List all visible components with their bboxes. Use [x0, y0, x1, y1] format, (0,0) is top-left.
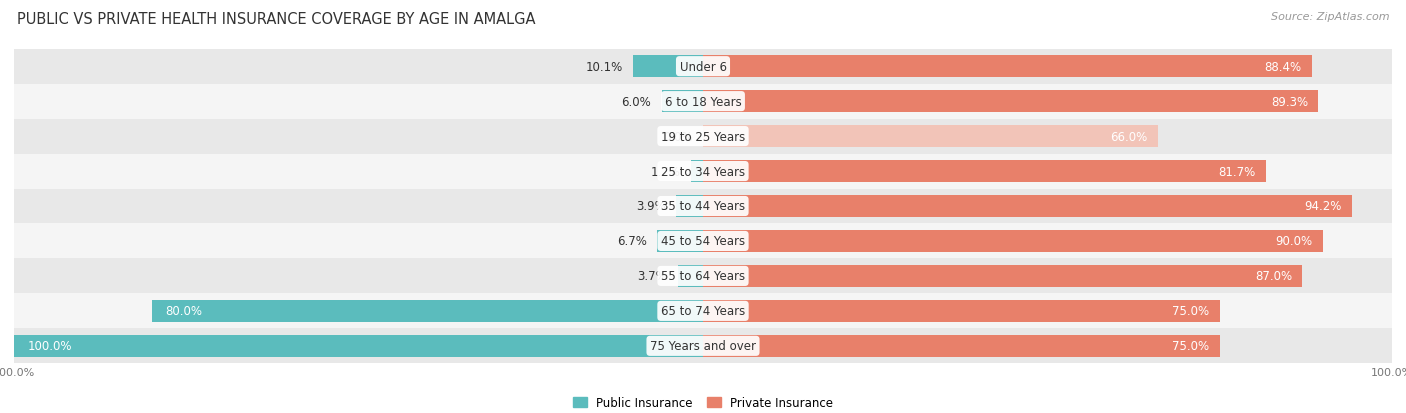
Text: 66.0%: 66.0%: [1111, 130, 1147, 143]
Text: 19 to 25 Years: 19 to 25 Years: [661, 130, 745, 143]
Bar: [14, 294, 1392, 329]
Text: 3.7%: 3.7%: [637, 270, 668, 283]
Bar: [678, 266, 703, 287]
Bar: [14, 84, 1392, 119]
Bar: [152, 300, 703, 322]
Legend: Public Insurance, Private Insurance: Public Insurance, Private Insurance: [568, 392, 838, 413]
Text: 75.0%: 75.0%: [1173, 339, 1209, 352]
Bar: [692, 161, 703, 183]
Text: 81.7%: 81.7%: [1218, 165, 1256, 178]
Text: 90.0%: 90.0%: [1275, 235, 1313, 248]
Bar: [14, 154, 1392, 189]
Bar: [703, 91, 1319, 113]
Text: 89.3%: 89.3%: [1271, 95, 1308, 108]
Bar: [14, 335, 703, 357]
Text: 88.4%: 88.4%: [1264, 61, 1302, 74]
Text: 75.0%: 75.0%: [1173, 305, 1209, 318]
Bar: [703, 335, 1219, 357]
Bar: [14, 50, 1392, 84]
Text: 1.7%: 1.7%: [651, 165, 681, 178]
Text: 94.2%: 94.2%: [1305, 200, 1341, 213]
Bar: [14, 224, 1392, 259]
Bar: [662, 91, 703, 113]
Text: 3.9%: 3.9%: [636, 200, 666, 213]
Bar: [676, 196, 703, 217]
Bar: [703, 300, 1219, 322]
Text: 6.0%: 6.0%: [621, 95, 651, 108]
Bar: [14, 189, 1392, 224]
Text: 75 Years and over: 75 Years and over: [650, 339, 756, 352]
Text: 6 to 18 Years: 6 to 18 Years: [665, 95, 741, 108]
Bar: [703, 230, 1323, 252]
Text: 65 to 74 Years: 65 to 74 Years: [661, 305, 745, 318]
Text: 6.7%: 6.7%: [617, 235, 647, 248]
Text: 55 to 64 Years: 55 to 64 Years: [661, 270, 745, 283]
Text: Under 6: Under 6: [679, 61, 727, 74]
Text: 80.0%: 80.0%: [166, 305, 202, 318]
Text: 25 to 34 Years: 25 to 34 Years: [661, 165, 745, 178]
Bar: [634, 56, 703, 78]
Bar: [14, 259, 1392, 294]
Text: 10.1%: 10.1%: [586, 61, 623, 74]
Text: 87.0%: 87.0%: [1256, 270, 1292, 283]
Bar: [703, 56, 1312, 78]
Text: 100.0%: 100.0%: [28, 339, 72, 352]
Bar: [703, 161, 1265, 183]
Bar: [14, 329, 1392, 363]
Bar: [703, 126, 1157, 147]
Bar: [14, 119, 1392, 154]
Text: 45 to 54 Years: 45 to 54 Years: [661, 235, 745, 248]
Bar: [703, 196, 1353, 217]
Text: Source: ZipAtlas.com: Source: ZipAtlas.com: [1271, 12, 1389, 22]
Text: PUBLIC VS PRIVATE HEALTH INSURANCE COVERAGE BY AGE IN AMALGA: PUBLIC VS PRIVATE HEALTH INSURANCE COVER…: [17, 12, 536, 27]
Bar: [657, 230, 703, 252]
Text: 35 to 44 Years: 35 to 44 Years: [661, 200, 745, 213]
Text: 0.0%: 0.0%: [664, 130, 693, 143]
Bar: [703, 266, 1302, 287]
